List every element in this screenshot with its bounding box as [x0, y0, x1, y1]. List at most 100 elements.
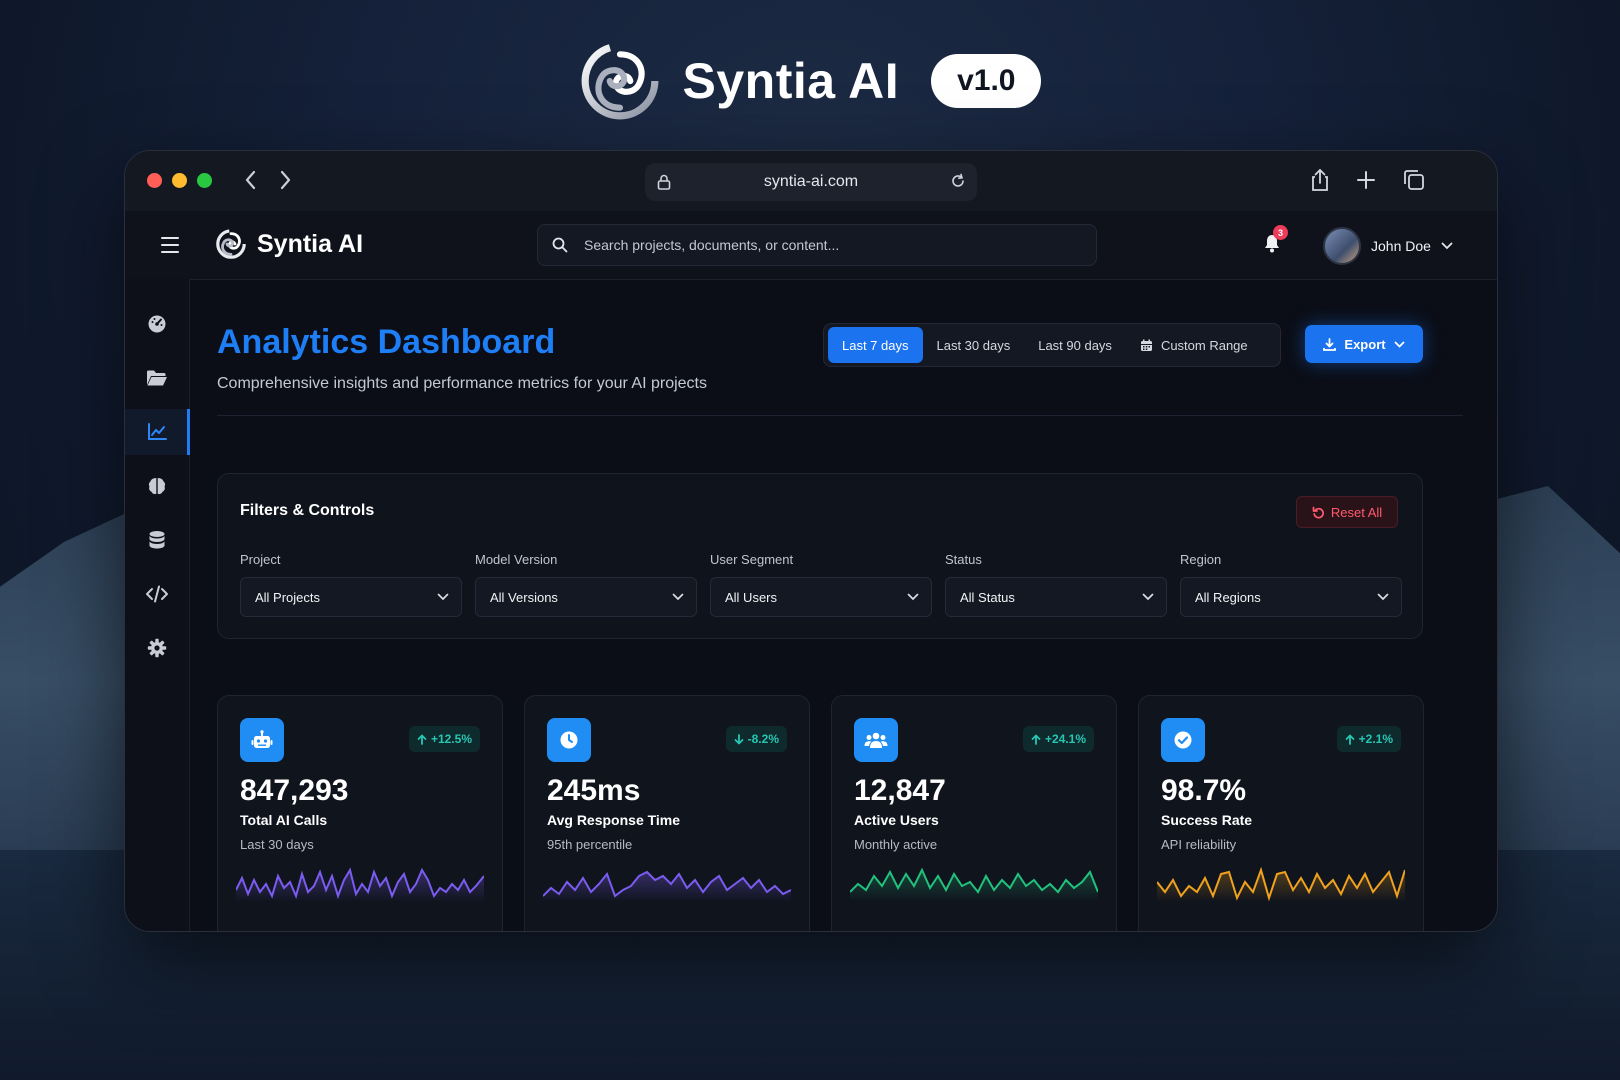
sidebar-item-models[interactable] [125, 463, 189, 509]
lock-icon [657, 174, 671, 190]
window-maximize-button[interactable] [197, 173, 212, 188]
reset-all-label: Reset All [1330, 504, 1383, 520]
metric-value: 98.7% [1161, 774, 1247, 807]
trend-badge: +24.1% [1022, 726, 1094, 752]
reset-undo-icon [1312, 506, 1324, 518]
metric-label: Total AI Calls [240, 812, 328, 828]
metric-subtext: 95th percentile [547, 837, 633, 852]
tabs-overview-icon[interactable] [1401, 167, 1427, 193]
search-icon [552, 237, 568, 253]
trend-badge: +12.5% [408, 726, 480, 752]
select-value: All Regions [1195, 589, 1261, 605]
filter-label: Project [240, 552, 281, 567]
window-minimize-button[interactable] [172, 173, 187, 188]
filter-status: Status All Status [945, 552, 1167, 617]
sparkline-chart [543, 870, 791, 902]
download-icon [1323, 337, 1337, 351]
forward-arrow-icon[interactable] [277, 167, 293, 193]
select-value: All Versions [490, 589, 558, 605]
trend-value: -8.2% [747, 732, 779, 746]
sparkline-chart [236, 867, 484, 902]
region-select[interactable]: All Regions [1180, 577, 1402, 617]
status-select[interactable]: All Status [945, 577, 1167, 617]
arrow-up-icon [1345, 734, 1355, 745]
brain-icon [148, 478, 166, 495]
range-custom[interactable]: Custom Range [1126, 327, 1262, 363]
sparkline-chart [850, 867, 1098, 902]
address-bar[interactable]: syntia-ai.com [645, 163, 977, 201]
check-circle-icon [1161, 718, 1205, 762]
metric-label: Active Users [854, 812, 939, 828]
chevron-down-icon [437, 593, 449, 601]
metric-card-avg-response-time[interactable]: -8.2% 245ms Avg Response Time 95th perce… [524, 695, 810, 931]
main-content: Analytics Dashboard Comprehensive insigh… [189, 279, 1497, 931]
share-icon[interactable] [1307, 167, 1333, 193]
menu-hamburger-icon[interactable] [161, 237, 179, 258]
metric-card-active-users[interactable]: +24.1% 12,847 Active Users Monthly activ… [831, 695, 1117, 931]
trend-value: +2.1% [1358, 732, 1393, 746]
date-range-selector: Last 7 days Last 30 days Last 90 days Cu… [823, 323, 1281, 367]
window-close-button[interactable] [147, 173, 162, 188]
export-button[interactable]: Export [1305, 325, 1423, 363]
chevron-down-icon [907, 593, 919, 601]
range-last-30-days[interactable]: Last 30 days [936, 337, 1011, 353]
syntia-logo-icon [581, 42, 658, 120]
range-last-7-days[interactable]: Last 7 days [828, 327, 923, 363]
code-icon [146, 585, 168, 603]
sidebar-item-settings[interactable] [125, 625, 189, 671]
search-box[interactable] [537, 224, 1097, 266]
metric-value: 12,847 [854, 774, 946, 807]
sparkline-chart [1157, 866, 1405, 902]
filter-user-segment: User Segment All Users [710, 552, 932, 617]
model-version-select[interactable]: All Versions [475, 577, 697, 617]
chevron-down-icon [672, 593, 684, 601]
trend-badge: -8.2% [725, 726, 787, 752]
header-divider [217, 415, 1463, 416]
new-tab-plus-icon[interactable] [1353, 167, 1379, 193]
chevron-down-icon [1377, 593, 1389, 601]
chevron-down-icon [1441, 242, 1453, 250]
back-arrow-icon[interactable] [243, 167, 259, 193]
reload-icon[interactable] [949, 172, 967, 190]
range-last-90-days[interactable]: Last 90 days [1038, 337, 1112, 353]
user-segment-select[interactable]: All Users [710, 577, 932, 617]
filters-panel: Filters & Controls Reset All Project All… [217, 473, 1423, 639]
metric-subtext: Last 30 days [240, 837, 314, 852]
project-select[interactable]: All Projects [240, 577, 462, 617]
sidebar-item-analytics[interactable] [125, 409, 190, 455]
metric-subtext: API reliability [1161, 837, 1237, 852]
app-logo[interactable]: Syntia AI [215, 228, 363, 260]
trend-value: +24.1% [1044, 732, 1086, 746]
database-icon [149, 531, 165, 549]
metric-card-total-ai-calls[interactable]: +12.5% 847,293 Total AI Calls Last 30 da… [217, 695, 503, 931]
metric-card-success-rate[interactable]: +2.1% 98.7% Success Rate API reliability [1138, 695, 1424, 931]
arrow-up-icon [1031, 734, 1041, 745]
metric-value: 847,293 [240, 774, 349, 807]
metric-value: 245ms [547, 774, 641, 807]
filter-label: Status [945, 552, 982, 567]
sidebar-item-data[interactable] [125, 517, 189, 563]
metric-subtext: Monthly active [854, 837, 938, 852]
page-subtitle: Comprehensive insights and performance m… [217, 375, 707, 392]
user-menu[interactable]: John Doe [1323, 227, 1453, 265]
brand-header: Syntia AI v1.0 [0, 38, 1620, 124]
page-title: Analytics Dashboard [217, 323, 556, 361]
reset-all-button[interactable]: Reset All [1296, 496, 1398, 528]
url-text: syntia-ai.com [763, 173, 859, 190]
filter-label: Model Version [475, 552, 558, 567]
export-label: Export [1344, 336, 1386, 352]
search-input[interactable] [582, 236, 1066, 254]
sidebar-item-projects[interactable] [125, 355, 189, 401]
trend-badge: +2.1% [1336, 726, 1401, 752]
user-name: John Doe [1371, 238, 1431, 254]
select-value: All Users [725, 589, 778, 605]
sidebar-item-api[interactable] [125, 571, 189, 617]
arrow-up-icon [417, 734, 427, 745]
sidebar-item-dashboard[interactable] [125, 301, 189, 347]
chevron-down-icon [1142, 593, 1154, 601]
arrow-down-icon [734, 733, 744, 744]
metric-label: Success Rate [1161, 812, 1253, 828]
syntia-logo-icon [216, 229, 246, 259]
version-badge: v1.0 [931, 54, 1042, 108]
filter-project: Project All Projects [240, 552, 462, 617]
